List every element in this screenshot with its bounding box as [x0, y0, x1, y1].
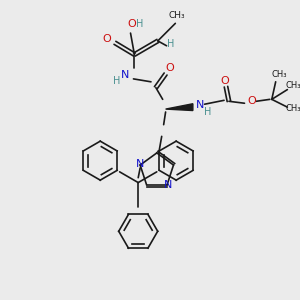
- Text: O: O: [165, 63, 174, 73]
- Text: CH₃: CH₃: [286, 81, 300, 90]
- Text: H: H: [204, 107, 211, 117]
- Text: CH₃: CH₃: [286, 103, 300, 112]
- Text: O: O: [220, 76, 230, 86]
- Text: O: O: [103, 34, 112, 44]
- Polygon shape: [166, 104, 193, 110]
- Text: H: H: [167, 39, 174, 49]
- Text: N: N: [136, 159, 144, 169]
- Text: H: H: [136, 19, 143, 29]
- Text: N: N: [196, 100, 204, 110]
- Text: O: O: [127, 19, 136, 29]
- Text: CH₃: CH₃: [272, 70, 287, 80]
- Text: CH₃: CH₃: [169, 11, 186, 20]
- Text: O: O: [247, 96, 256, 106]
- Text: H: H: [113, 76, 121, 86]
- Text: N: N: [121, 70, 129, 80]
- Text: N: N: [164, 180, 172, 190]
